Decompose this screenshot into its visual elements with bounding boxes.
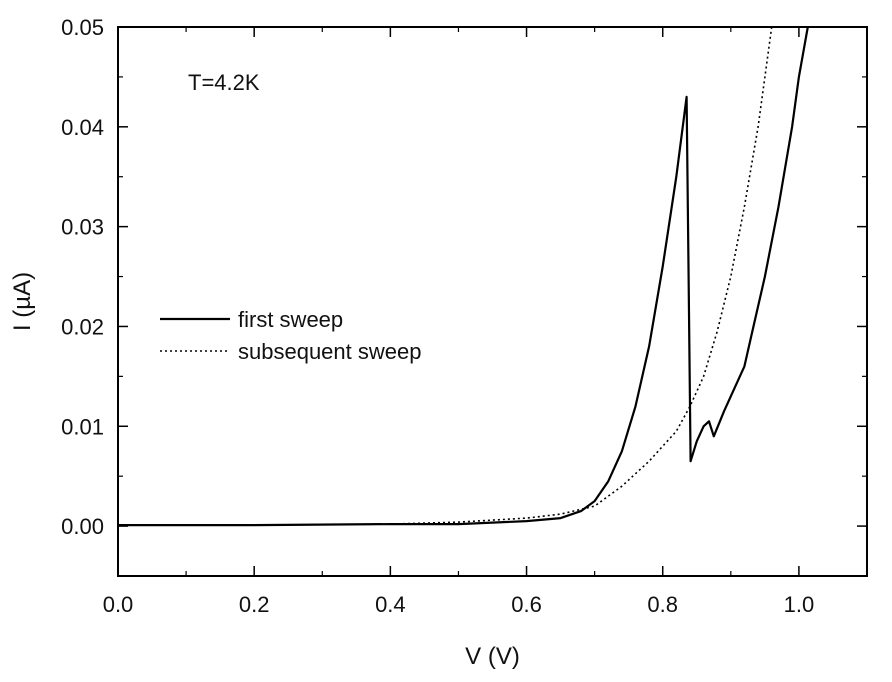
legend: first sweep subsequent sweep bbox=[160, 307, 421, 364]
y-tick-label: 0.01 bbox=[61, 414, 104, 439]
y-tick-label: 0.03 bbox=[61, 215, 104, 240]
y-tick-label: 0.05 bbox=[61, 15, 104, 40]
y-tick-label: 0.00 bbox=[61, 514, 104, 539]
plot-frame bbox=[117, 26, 868, 577]
ticks bbox=[117, 26, 868, 577]
x-axis-label: V (V) bbox=[465, 643, 520, 670]
x-tick-label: 0.4 bbox=[375, 592, 406, 617]
subsequent-sweep-curve bbox=[118, 26, 773, 526]
y-tick-label: 0.02 bbox=[61, 314, 104, 339]
y-axis-label: I (µA) bbox=[9, 272, 36, 331]
legend-label-first-sweep: first sweep bbox=[238, 307, 343, 332]
x-tick-label: 1.0 bbox=[784, 592, 815, 617]
x-tick-label: 0.2 bbox=[239, 592, 270, 617]
plot-area bbox=[117, 26, 868, 577]
first-sweep-curve bbox=[118, 26, 809, 527]
legend-label-subsequent-sweep: subsequent sweep bbox=[238, 339, 421, 364]
x-tick-label: 0.6 bbox=[511, 592, 542, 617]
tick-labels: 0.0 0.2 0.4 0.6 0.8 1.0 0.00 0.01 0.02 0.03 0.04 0.… bbox=[61, 15, 814, 617]
temperature-annotation: T=4.2K bbox=[188, 70, 260, 95]
curves bbox=[118, 26, 809, 527]
x-tick-label: 0.8 bbox=[647, 592, 678, 617]
x-tick-label: 0.0 bbox=[103, 592, 134, 617]
y-tick-label: 0.04 bbox=[61, 115, 104, 140]
